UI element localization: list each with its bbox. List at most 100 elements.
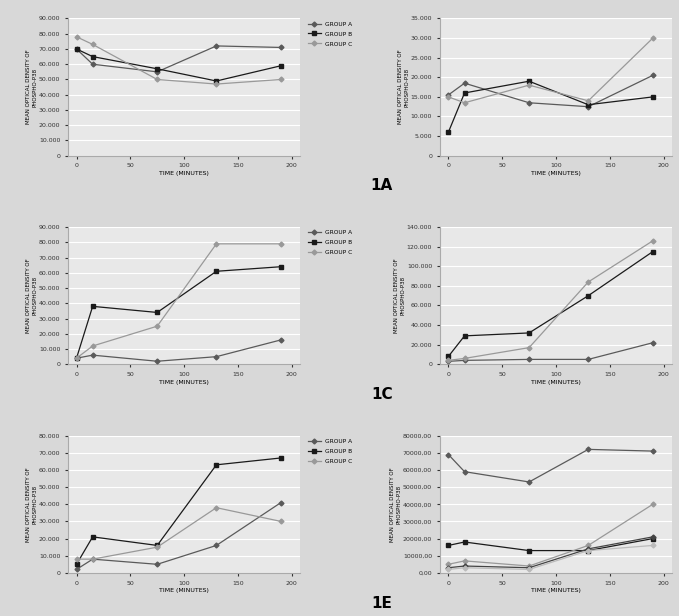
GROUP B [460, 89, 469, 97]
GROUP A [460, 357, 469, 364]
GROUP C [584, 278, 592, 286]
Circular muscle [648, 501, 657, 508]
GROUP B [277, 62, 285, 70]
X-axis label: TIME (MINUTES): TIME (MINUTES) [531, 171, 581, 176]
Circular muscle [525, 562, 533, 570]
Line: Lamina propria: Lamina propria [447, 448, 655, 484]
GROUP B [277, 454, 285, 461]
GROUP A [213, 353, 221, 360]
GROUP B [73, 354, 81, 362]
Longitudinal
muscle [584, 545, 592, 553]
GROUP C [444, 93, 452, 100]
GROUP A [444, 91, 452, 99]
GROUP B [444, 129, 452, 136]
Text: 1C: 1C [371, 387, 392, 402]
Circular muscle [444, 561, 452, 568]
GROUP A [648, 339, 657, 346]
X-axis label: TIME (MINUTES): TIME (MINUTES) [159, 379, 209, 385]
Line: GROUP A: GROUP A [447, 341, 655, 363]
Myenteric plexus [648, 541, 657, 549]
Line: Crypts of
Lieberkuhn: Crypts of Lieberkuhn [447, 537, 655, 553]
Legend: GROUP A, GROUP B, GROUP C: GROUP A, GROUP B, GROUP C [308, 439, 352, 464]
GROUP A [213, 541, 221, 549]
GROUP C [213, 504, 221, 511]
GROUP B [525, 78, 533, 85]
GROUP A [584, 355, 592, 363]
GROUP B [153, 65, 162, 73]
Line: Circular muscle: Circular muscle [447, 503, 655, 568]
GROUP B [444, 353, 452, 360]
GROUP A [648, 71, 657, 79]
Line: GROUP B: GROUP B [447, 250, 655, 358]
GROUP C [460, 355, 469, 362]
GROUP A [277, 336, 285, 344]
GROUP A [584, 103, 592, 110]
GROUP B [88, 302, 96, 310]
GROUP C [213, 240, 221, 248]
GROUP A [460, 79, 469, 87]
X-axis label: TIME (MINUTES): TIME (MINUTES) [531, 588, 581, 593]
X-axis label: TIME (MINUTES): TIME (MINUTES) [159, 588, 209, 593]
GROUP C [73, 33, 81, 41]
GROUP A [88, 352, 96, 359]
Line: GROUP B: GROUP B [447, 79, 655, 134]
Line: Myenteric plexus: Myenteric plexus [447, 544, 655, 571]
GROUP C [153, 323, 162, 330]
Line: GROUP B: GROUP B [75, 456, 282, 566]
GROUP B [460, 332, 469, 339]
GROUP C [460, 99, 469, 107]
Line: GROUP A: GROUP A [75, 44, 282, 73]
GROUP C [525, 81, 533, 89]
Line: Longitudinal
muscle: Longitudinal muscle [447, 535, 655, 569]
Y-axis label: MEAN OPTICAL DENSITY OF
PHOSPHO-P38: MEAN OPTICAL DENSITY OF PHOSPHO-P38 [26, 467, 37, 541]
Crypts of
Lieberkuhn [525, 547, 533, 554]
GROUP C [88, 342, 96, 350]
GROUP B [88, 533, 96, 541]
Longitudinal
muscle [444, 564, 452, 572]
Longitudinal
muscle [525, 564, 533, 572]
Crypts of
Lieberkuhn [648, 535, 657, 542]
Crypts of
Lieberkuhn [584, 547, 592, 554]
GROUP A [277, 499, 285, 506]
GROUP C [277, 76, 285, 83]
Text: 1E: 1E [371, 596, 392, 610]
Legend: GROUP A, GROUP B, GROUP C: GROUP A, GROUP B, GROUP C [308, 230, 352, 255]
Y-axis label: MEAN OPTICAL DENSITY OF
PHOSPHO-P38: MEAN OPTICAL DENSITY OF PHOSPHO-P38 [26, 258, 37, 333]
GROUP B [88, 53, 96, 60]
Text: 1A: 1A [371, 179, 392, 193]
Line: GROUP C: GROUP C [447, 36, 655, 105]
Crypts of
Lieberkuhn [444, 541, 452, 549]
GROUP A [73, 354, 81, 362]
Myenteric plexus [584, 547, 592, 554]
GROUP A [525, 355, 533, 363]
GROUP A [88, 556, 96, 563]
Y-axis label: MEAN OPTICAL DENSITY OF
PHOSPHO-P38: MEAN OPTICAL DENSITY OF PHOSPHO-P38 [390, 467, 401, 541]
GROUP B [73, 561, 81, 568]
GROUP B [525, 329, 533, 336]
GROUP C [648, 237, 657, 245]
GROUP C [648, 34, 657, 42]
GROUP A [153, 68, 162, 76]
GROUP A [444, 358, 452, 365]
GROUP C [277, 240, 285, 248]
Line: GROUP C: GROUP C [75, 242, 282, 360]
Line: GROUP B: GROUP B [75, 47, 282, 83]
Y-axis label: MEAN OPTICAL DENSITY OF
PHOSPHO-P38: MEAN OPTICAL DENSITY OF PHOSPHO-P38 [26, 50, 37, 124]
GROUP C [277, 517, 285, 525]
Lamina propria [525, 478, 533, 485]
Longitudinal
muscle [460, 562, 469, 570]
Circular muscle [460, 557, 469, 565]
GROUP A [73, 565, 81, 573]
Line: GROUP A: GROUP A [75, 338, 282, 363]
GROUP B [213, 77, 221, 84]
GROUP C [153, 76, 162, 83]
Myenteric plexus [444, 565, 452, 573]
Lamina propria [584, 446, 592, 453]
GROUP C [88, 41, 96, 48]
Circular muscle [584, 541, 592, 549]
GROUP A [153, 561, 162, 568]
Lamina propria [648, 447, 657, 455]
Myenteric plexus [525, 565, 533, 573]
X-axis label: TIME (MINUTES): TIME (MINUTES) [531, 379, 581, 385]
GROUP A [73, 46, 81, 53]
